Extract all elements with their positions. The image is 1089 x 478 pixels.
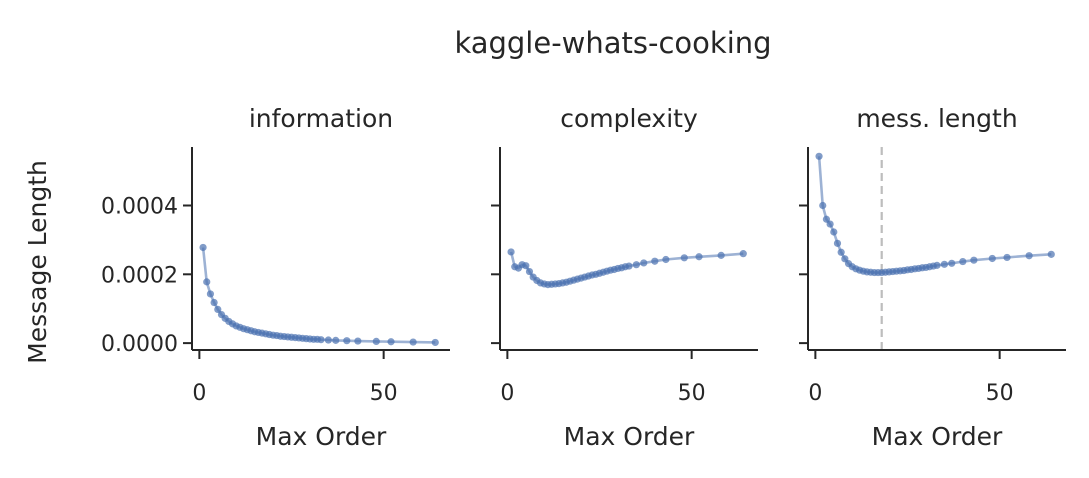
subplot-title: complexity bbox=[560, 104, 698, 133]
subplot-title: information bbox=[249, 104, 393, 133]
x-tick-label: 0 bbox=[808, 381, 822, 406]
data-point bbox=[206, 290, 215, 298]
series-line bbox=[817, 156, 1052, 274]
data-point bbox=[203, 278, 211, 286]
data-point bbox=[837, 248, 845, 256]
data-point bbox=[830, 228, 838, 236]
data-point bbox=[680, 254, 688, 262]
data-point bbox=[833, 239, 842, 247]
x-axis-label: Max Order bbox=[872, 422, 1003, 451]
y-axis-label: Message Length bbox=[23, 160, 52, 364]
data-point bbox=[372, 337, 380, 345]
data-point bbox=[959, 257, 967, 266]
data-point bbox=[343, 337, 351, 345]
data-point bbox=[507, 248, 515, 256]
data-point bbox=[387, 338, 395, 346]
data-point bbox=[214, 305, 222, 313]
x-axis-label: Max Order bbox=[564, 422, 695, 451]
data-point bbox=[431, 338, 439, 347]
data-point bbox=[1025, 252, 1033, 260]
x-tick-label: 0 bbox=[500, 381, 514, 406]
data-point bbox=[826, 220, 834, 228]
data-point bbox=[409, 338, 417, 346]
data-point bbox=[332, 336, 340, 344]
y-tick-label: 0.0004 bbox=[101, 194, 178, 219]
data-point bbox=[988, 254, 996, 263]
data-point bbox=[522, 262, 530, 270]
data-point bbox=[632, 261, 640, 269]
data-point bbox=[625, 262, 633, 270]
subplot-2: complexity 0 50 Max Order bbox=[491, 104, 758, 451]
data-point bbox=[948, 259, 956, 267]
data-point bbox=[970, 256, 978, 264]
data-point bbox=[940, 260, 948, 268]
x-tick-label: 50 bbox=[986, 381, 1014, 406]
data-point bbox=[354, 337, 362, 345]
data-point bbox=[324, 336, 332, 344]
data-point bbox=[695, 253, 703, 261]
data-point bbox=[525, 267, 534, 276]
data-point bbox=[933, 261, 941, 269]
x-tick-label: 50 bbox=[370, 381, 398, 406]
subplot-grid: information 0.0000 0.0002 0.0004 0 50 Max Orde… bbox=[101, 104, 1066, 451]
data-point bbox=[199, 243, 207, 252]
subplot-title: mess. length bbox=[856, 104, 1017, 133]
data-point bbox=[651, 257, 659, 265]
data-point bbox=[815, 152, 823, 160]
data-point bbox=[1003, 253, 1011, 262]
subplot-3: mess. length 0 50 Max Order bbox=[799, 104, 1066, 451]
data-point bbox=[717, 251, 725, 259]
y-tick-label: 0.0000 bbox=[101, 332, 178, 357]
y-tick-label: 0.0002 bbox=[101, 263, 178, 288]
x-tick-label: 0 bbox=[192, 381, 206, 406]
subplot-1: information 0.0000 0.0002 0.0004 0 50 Max Orde… bbox=[101, 104, 450, 451]
x-axis-label: Max Order bbox=[256, 422, 387, 451]
x-tick-label: 50 bbox=[678, 381, 706, 406]
data-point bbox=[317, 336, 325, 344]
data-point bbox=[739, 250, 747, 258]
data-point bbox=[210, 298, 218, 307]
figure-title: kaggle-whats-cooking bbox=[454, 26, 771, 60]
data-point bbox=[1047, 250, 1055, 258]
data-point bbox=[819, 201, 827, 210]
data-point bbox=[662, 255, 670, 264]
data-point bbox=[640, 259, 648, 267]
